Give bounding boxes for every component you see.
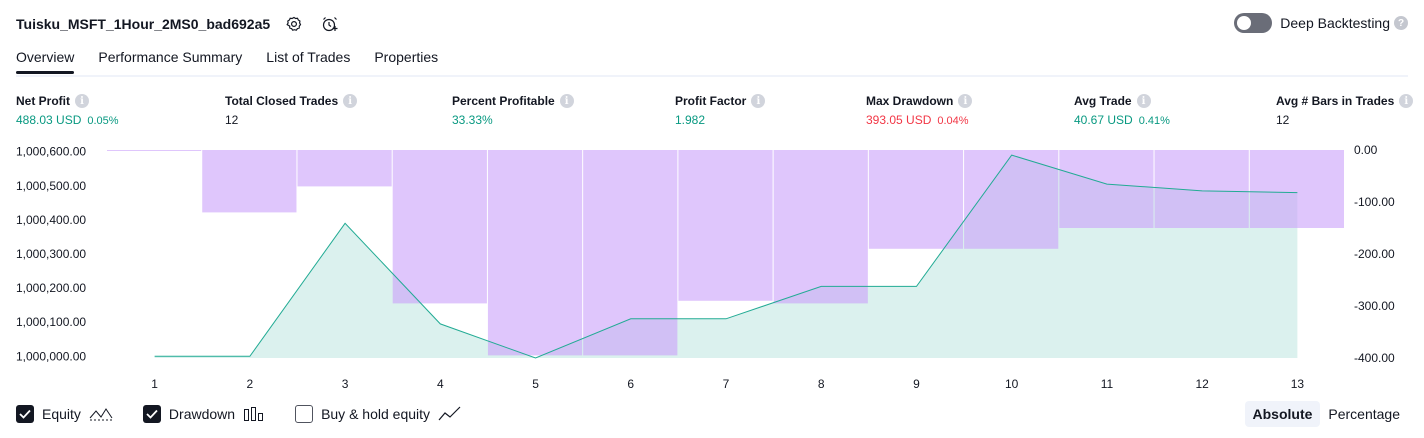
report-header: Tuisku_MSFT_1Hour_2MS0_bad692a5	[16, 12, 342, 36]
buy-hold-line-icon	[438, 406, 462, 422]
left-axis-tick-label: 1,000,400.00	[16, 213, 86, 227]
x-axis-tick-label: 7	[723, 377, 730, 391]
metric-profit-factor: Profit Factor i 1.982	[675, 93, 766, 129]
x-axis-tick-label: 5	[532, 377, 539, 391]
legend-item-equity[interactable]: Equity	[16, 405, 113, 423]
metric-label: Percent Profitable	[452, 94, 555, 108]
drawdown-bar	[202, 150, 297, 213]
x-axis-tick-label: 3	[342, 377, 349, 391]
drawdown-bar	[107, 150, 202, 151]
left-axis-tick-label: 1,000,200.00	[16, 281, 86, 295]
metric-label: Avg # Bars in Trades	[1276, 94, 1395, 108]
drawdown-bars-icon	[243, 406, 265, 422]
info-icon[interactable]: i	[751, 94, 766, 108]
metric-percent: 0.04%	[937, 115, 969, 127]
drawdown-bar	[392, 150, 487, 304]
drawdown-bar	[1059, 150, 1154, 228]
metric-percent-profitable: Percent Profitable i 33.33%	[452, 93, 574, 129]
equity-line-icon	[89, 406, 113, 422]
metric-avg-bars-in-trades: Avg # Bars in Trades i 12	[1276, 93, 1414, 129]
deep-backtesting-label: Deep Backtesting	[1280, 15, 1390, 31]
drawdown-bar	[297, 150, 392, 187]
right-axis-tick-label: 0.00	[1354, 143, 1378, 157]
equity-drawdown-chart[interactable]: 1,000,600.00 1,000,500.00 1,000,400.00 1,00…	[0, 136, 1424, 398]
x-axis-tick-label: 13	[1291, 377, 1305, 391]
tab-properties[interactable]: Properties	[374, 49, 439, 65]
metric-net-profit: Net Profit i 488.03 USD 0.05%	[16, 93, 119, 129]
right-axis-tick-label: -400.00	[1354, 351, 1395, 365]
right-axis-tick-label: -100.00	[1354, 195, 1395, 209]
equity-line	[154, 154, 1298, 359]
info-icon[interactable]: i	[1136, 94, 1151, 108]
metric-value: 12	[225, 113, 239, 127]
drawdown-bar	[773, 150, 868, 304]
settings-icon[interactable]	[282, 12, 306, 36]
metric-label: Net Profit	[16, 94, 70, 108]
value-mode-switch: Absolute Percentage	[1244, 401, 1409, 427]
right-axis-tick-label: -200.00	[1354, 247, 1395, 261]
metric-label: Total Closed Trades	[225, 94, 339, 108]
tab-list-of-trades[interactable]: List of Trades	[266, 49, 351, 65]
metric-value: 488.03 USD	[16, 113, 82, 127]
info-icon[interactable]: i	[343, 94, 358, 108]
right-axis-tick-label: -300.00	[1354, 299, 1395, 313]
x-axis-tick-label: 12	[1195, 377, 1209, 391]
x-axis-tick-label: 4	[437, 377, 444, 391]
checkbox-checked-icon[interactable]	[16, 405, 34, 423]
metric-value: 393.05 USD	[866, 113, 932, 127]
drawdown-bar	[583, 150, 678, 356]
legend-label: Equity	[42, 406, 81, 422]
checkbox-checked-icon[interactable]	[142, 405, 161, 423]
x-axis-tick-label: 6	[627, 377, 634, 391]
x-axis-tick-label: 11	[1101, 377, 1114, 391]
add-alert-icon[interactable]	[318, 12, 342, 36]
left-axis-tick-label: 1,000,300.00	[16, 247, 86, 261]
left-axis-tick-label: 1,000,000.00	[16, 349, 86, 363]
metric-max-drawdown: Max Drawdown i 393.05 USD 0.04%	[866, 93, 973, 129]
info-icon[interactable]: i	[958, 94, 973, 108]
x-axis-tick-label: 1	[151, 377, 158, 391]
metric-avg-trade: Avg Trade i 40.67 USD 0.41%	[1074, 93, 1170, 129]
drawdown-bar	[487, 150, 583, 356]
metric-value: 12	[1276, 113, 1290, 127]
deep-backtesting-control: Deep Backtesting ?	[1234, 13, 1408, 33]
metric-percent: 0.05%	[87, 115, 119, 127]
tab-performance-summary[interactable]: Performance Summary	[98, 49, 243, 65]
tab-overview[interactable]: Overview	[16, 46, 75, 74]
metric-label: Avg Trade	[1074, 94, 1132, 108]
drawdown-bar	[868, 150, 964, 249]
x-axis-tick-label: 2	[247, 377, 254, 391]
drawdown-bar	[1249, 150, 1344, 228]
info-icon[interactable]: i	[75, 94, 89, 108]
metric-value: 40.67 USD	[1074, 113, 1133, 127]
metric-percent: 0.41%	[1138, 115, 1170, 127]
drawdown-bar	[678, 150, 773, 301]
legend-item-drawdown[interactable]: Drawdown	[142, 405, 265, 423]
legend-label: Buy & hold equity	[321, 406, 431, 422]
metric-value: 33.33%	[452, 113, 493, 127]
metric-total-closed-trades: Total Closed Trades i 12	[225, 93, 358, 129]
left-axis-tick-label: 1,000,100.00	[16, 315, 86, 329]
strategy-title: Tuisku_MSFT_1Hour_2MS0_bad692a5	[16, 16, 271, 32]
legend-item-buy-hold-equity[interactable]: Buy & hold equity	[295, 405, 462, 423]
left-axis-tick-label: 1,000,600.00	[16, 145, 86, 159]
metric-label: Profit Factor	[675, 94, 747, 108]
deep-backtesting-toggle[interactable]	[1234, 13, 1273, 33]
x-axis-tick-label: 9	[913, 377, 920, 391]
info-icon[interactable]: i	[1399, 94, 1414, 108]
chart-legend: Equity Drawdown Buy & hold equity	[16, 403, 492, 425]
x-axis-tick-label: 8	[818, 377, 825, 391]
x-axis-tick-label: 10	[1005, 377, 1019, 391]
metric-label: Max Drawdown	[866, 94, 954, 108]
help-icon[interactable]: ?	[1394, 16, 1408, 30]
legend-label: Drawdown	[168, 406, 236, 422]
info-icon[interactable]: i	[559, 94, 574, 108]
metric-value: 1.982	[675, 113, 706, 127]
report-tabs: Overview Performance Summary List of Tra…	[16, 46, 1408, 77]
absolute-button[interactable]: Absolute	[1244, 401, 1321, 427]
left-axis-tick-label: 1,000,500.00	[16, 179, 86, 193]
percentage-button[interactable]: Percentage	[1328, 406, 1400, 422]
checkbox-unchecked-icon[interactable]	[295, 405, 314, 423]
